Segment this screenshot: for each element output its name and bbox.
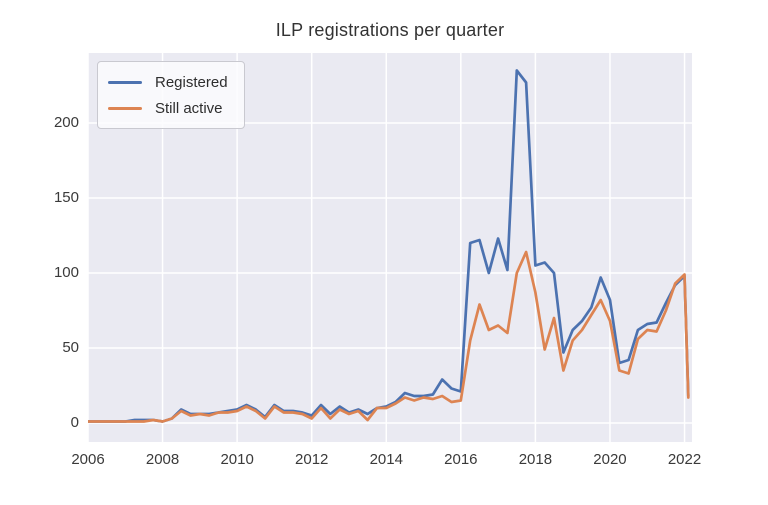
legend-item-registered: Registered (108, 69, 228, 95)
registered-line (88, 69, 690, 423)
chart-title: ILP registrations per quarter (275, 20, 505, 40)
x-tick-label-2008: 2008 (145, 451, 180, 468)
legend-label-still-active: Still active (155, 99, 223, 117)
y-tick-label-0: 0 (70, 413, 79, 431)
x-tick-label-2006: 2006 (71, 451, 105, 468)
x-tick-label-2010: 2010 (220, 451, 254, 468)
x-tick-label-2016: 2016 (444, 451, 478, 468)
y-tick-label-100: 100 (53, 263, 79, 281)
x-tick-label-2012: 2012 (295, 451, 329, 468)
y-tick-label-200: 200 (53, 114, 79, 132)
legend: Registered Still active (97, 61, 245, 129)
legend-label-registered: Registered (155, 73, 228, 91)
still-active-line (88, 250, 690, 423)
x-tick-label-2014: 2014 (369, 451, 403, 468)
x-tick-label-2020: 2020 (593, 451, 627, 468)
plot-canvas (88, 53, 692, 442)
still-active-line-swatch (108, 106, 142, 110)
y-tick-label-50: 50 (62, 338, 79, 356)
registered-line-swatch (108, 80, 142, 84)
legend-item-still-active: Still active (108, 95, 228, 121)
x-tick-label-2018: 2018 (518, 451, 553, 468)
x-tick-label-2022: 2022 (667, 451, 702, 468)
y-tick-label-150: 150 (53, 189, 79, 206)
